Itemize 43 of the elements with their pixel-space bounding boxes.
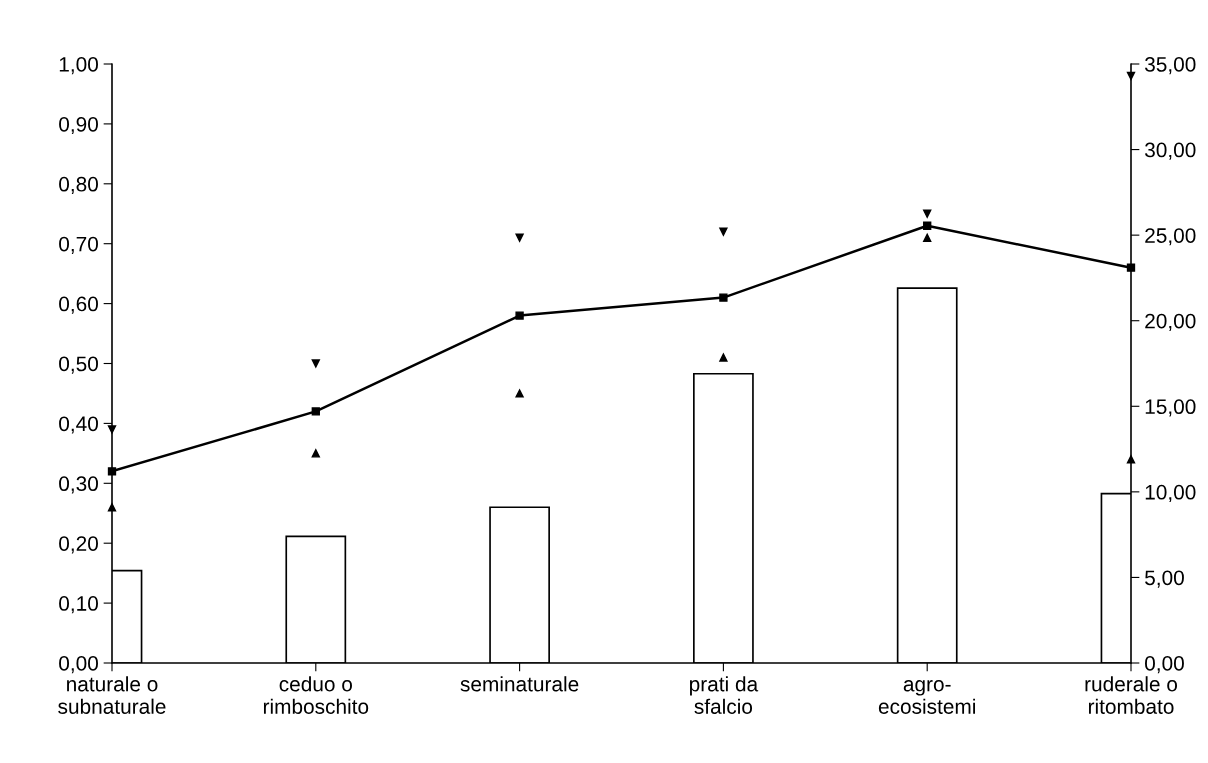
point	[923, 233, 932, 242]
y2-tick-label: 0,00	[1145, 656, 1184, 674]
y-tick-label: 0,80	[59, 176, 98, 195]
y-tick-label: 0,40	[59, 416, 98, 434]
y-tick-label: 0,50	[59, 356, 98, 374]
point	[719, 353, 728, 362]
x-tick-label: naturale o subnaturale	[58, 676, 166, 714]
point	[923, 221, 932, 230]
point	[311, 449, 320, 458]
point	[107, 467, 117, 476]
x-tick-label: agro- ecosistemi	[878, 680, 975, 714]
x-tick-label: ceduo o rimboschito	[263, 676, 369, 714]
point	[1126, 455, 1136, 464]
point	[515, 389, 524, 398]
y-tick-label: 0,00	[59, 656, 98, 674]
point	[311, 407, 320, 416]
x-tick-label: seminaturale	[460, 676, 579, 692]
point	[515, 311, 524, 320]
point	[719, 293, 728, 302]
y-tick-label: 0,10	[59, 596, 98, 614]
x-tick-label: prati da sfalcio	[690, 676, 759, 714]
y2-tick-label: 10,00	[1145, 484, 1196, 503]
y-tick-label: 0,70	[59, 236, 98, 254]
point	[311, 359, 320, 368]
y-tick-label: 0,90	[59, 116, 98, 135]
y-tick-label: 1,00	[59, 57, 98, 75]
y2-tick-label: 25,00	[1145, 228, 1196, 246]
point	[515, 233, 524, 242]
point	[107, 425, 117, 434]
y-tick-label: 0,30	[59, 476, 98, 494]
point	[719, 227, 728, 236]
x-tick-label: ruderale o ritombato	[1085, 676, 1178, 714]
y-tick-label: 0,60	[59, 296, 98, 314]
y2-tick-label: 35,00	[1144, 57, 1196, 75]
y-tick-label: 0,20	[59, 536, 98, 554]
point	[107, 503, 117, 512]
y2-tick-label: 5,00	[1145, 570, 1184, 588]
y2-tick-label: 15,00	[1145, 399, 1196, 417]
point	[1126, 71, 1136, 81]
point	[923, 209, 932, 218]
y2-tick-label: 30,00	[1144, 142, 1196, 160]
y2-tick-label: 20,00	[1145, 313, 1196, 331]
point	[1126, 263, 1136, 272]
